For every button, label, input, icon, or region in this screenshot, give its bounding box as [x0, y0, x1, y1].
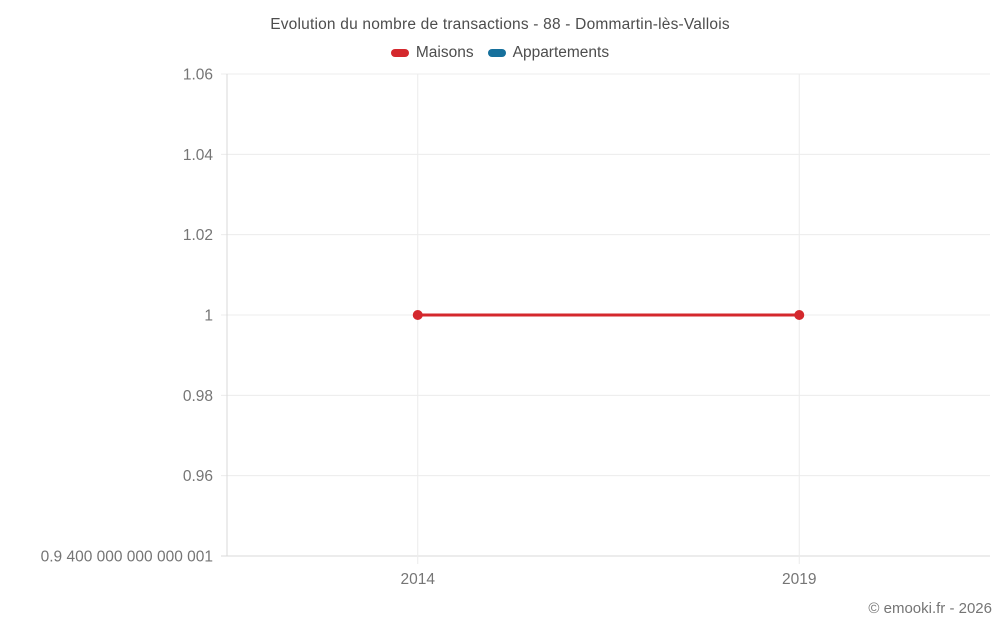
y-tick-label: 0.9 400 000 000 000 001 [41, 549, 213, 566]
y-tick-label: 1 [204, 308, 213, 325]
y-tick-label: 0.96 [183, 468, 213, 485]
y-tick-label: 1.02 [183, 227, 213, 244]
x-tick-label: 2014 [401, 571, 436, 588]
y-tick-label: 1.04 [183, 147, 214, 164]
attribution: © emooki.fr - 2026 [868, 600, 992, 617]
data-point-maisons[interactable] [794, 310, 805, 320]
data-point-maisons[interactable] [412, 310, 423, 320]
y-tick-label: 1.06 [183, 67, 213, 84]
legend-label: Maisons [415, 44, 474, 61]
legend-item-maisons[interactable]: Maisons [390, 44, 474, 62]
x-tick-label: 2019 [782, 571, 816, 588]
chart-legend: Maisons Appartements [0, 44, 1000, 62]
legend-item-appartements[interactable]: Appartements [487, 44, 610, 62]
legend-swatch-appartements [487, 49, 506, 57]
y-tick-label: 0.98 [183, 388, 213, 405]
chart-title: Evolution du nombre de transactions - 88… [270, 16, 730, 33]
legend-label: Appartements [512, 44, 610, 61]
legend-swatch-maisons [390, 49, 409, 57]
